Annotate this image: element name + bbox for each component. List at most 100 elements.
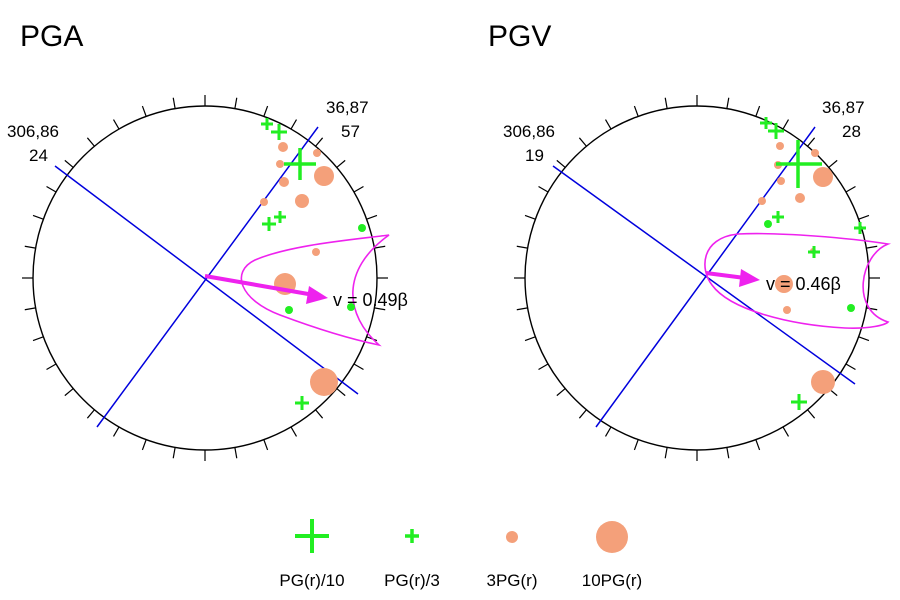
tick-mark bbox=[664, 97, 668, 109]
panel-title: PGA bbox=[20, 20, 83, 53]
large-circle-marker bbox=[813, 167, 833, 187]
tick-mark bbox=[538, 363, 549, 371]
small-plus-marker bbox=[358, 224, 366, 232]
tick-mark bbox=[374, 245, 386, 249]
legend-label: 10PG(r) bbox=[582, 571, 642, 590]
small-plus-marker bbox=[808, 246, 820, 258]
tick-mark bbox=[556, 388, 566, 397]
tick-mark bbox=[755, 105, 761, 117]
plane-label-strike-dip: 36,87 bbox=[822, 98, 865, 117]
plane-label-rake: 57 bbox=[341, 122, 360, 141]
tick-mark bbox=[782, 119, 790, 130]
nodal-plane-line bbox=[54, 165, 359, 395]
tick-mark bbox=[141, 105, 147, 117]
small-circle-marker bbox=[811, 149, 819, 157]
tick-mark bbox=[633, 439, 639, 451]
tick-mark bbox=[604, 119, 612, 130]
small-circle-marker bbox=[312, 248, 320, 256]
tick-mark bbox=[366, 214, 378, 220]
tick-mark bbox=[112, 426, 120, 437]
tick-mark bbox=[353, 363, 364, 371]
tick-mark bbox=[64, 159, 74, 168]
tick-mark bbox=[336, 159, 346, 168]
tick-mark bbox=[578, 137, 587, 147]
tick-mark bbox=[866, 307, 878, 311]
panel-pga: PGA 306,86 24 36,87 57 bbox=[7, 20, 408, 461]
tick-mark bbox=[172, 447, 176, 459]
legend-label: PG(r)/10 bbox=[279, 571, 344, 590]
small-plus-marker bbox=[791, 394, 807, 410]
tick-mark bbox=[524, 214, 536, 220]
tick-mark bbox=[828, 159, 838, 168]
tick-mark bbox=[726, 447, 730, 459]
legend-large-plus-icon bbox=[295, 519, 329, 553]
tick-mark bbox=[315, 409, 324, 419]
large-circle-marker bbox=[310, 368, 338, 396]
large-circle-marker bbox=[775, 275, 793, 293]
tick-mark bbox=[807, 409, 816, 419]
small-plus-marker bbox=[854, 222, 866, 234]
plane-label-strike-dip: 306,86 bbox=[7, 122, 59, 141]
small-circle-marker bbox=[278, 142, 288, 152]
tick-mark bbox=[524, 336, 536, 342]
plane-label-rake: 19 bbox=[525, 146, 544, 165]
residual-markers bbox=[260, 118, 366, 410]
tick-mark bbox=[538, 185, 549, 193]
velocity-label: v = 0.46β bbox=[766, 274, 841, 294]
tick-mark bbox=[112, 119, 120, 130]
plane-label-rake: 24 bbox=[29, 146, 48, 165]
tick-mark bbox=[516, 307, 528, 311]
nodal-plane-line bbox=[595, 126, 816, 428]
nodal-plane-line bbox=[552, 165, 856, 385]
small-plus-marker bbox=[261, 118, 273, 130]
small-circle-marker bbox=[260, 198, 268, 206]
tick-mark bbox=[633, 105, 639, 117]
legend-label: PG(r)/3 bbox=[384, 571, 440, 590]
tick-mark bbox=[755, 439, 761, 451]
small-plus-marker bbox=[262, 217, 276, 231]
tick-mark bbox=[858, 336, 870, 342]
tick-mark bbox=[858, 214, 870, 220]
legend-small-circle-icon bbox=[506, 531, 518, 543]
tick-mark bbox=[234, 447, 238, 459]
rupture-direction-arrow bbox=[204, 274, 315, 297]
tick-mark bbox=[664, 447, 668, 459]
tick-mark bbox=[556, 159, 566, 168]
plane-label-strike-dip: 36,87 bbox=[326, 98, 369, 117]
small-plus-marker bbox=[847, 304, 855, 312]
small-circle-marker bbox=[795, 193, 805, 203]
tick-mark bbox=[32, 214, 44, 220]
small-plus-marker bbox=[764, 220, 772, 228]
small-circle-marker bbox=[295, 194, 309, 208]
tick-mark bbox=[866, 245, 878, 249]
large-circle-marker bbox=[314, 166, 334, 186]
tick-mark bbox=[315, 137, 324, 147]
small-plus-marker bbox=[768, 123, 784, 139]
tick-mark bbox=[578, 409, 587, 419]
panel-title: PGV bbox=[488, 20, 551, 53]
tick-mark bbox=[726, 97, 730, 109]
residual-markers bbox=[758, 117, 866, 410]
tick-mark bbox=[172, 97, 176, 109]
rupture-velocity-contour bbox=[704, 232, 892, 329]
tick-mark bbox=[234, 97, 238, 109]
small-plus-marker bbox=[295, 396, 309, 410]
legend-small-plus-icon bbox=[405, 529, 419, 543]
tick-mark bbox=[845, 185, 856, 193]
tick-mark bbox=[516, 245, 528, 249]
small-circle-marker bbox=[313, 149, 321, 157]
tick-mark bbox=[604, 426, 612, 437]
legend-label: 3PG(r) bbox=[487, 571, 538, 590]
tick-mark bbox=[782, 426, 790, 437]
tick-mark bbox=[290, 426, 298, 437]
rupture-direction-arrow bbox=[705, 271, 746, 280]
small-plus-marker bbox=[772, 211, 784, 223]
tick-mark bbox=[24, 245, 36, 249]
large-plus-marker bbox=[284, 148, 316, 180]
tick-mark bbox=[353, 185, 364, 193]
small-circle-marker bbox=[776, 142, 784, 150]
tick-mark bbox=[46, 185, 57, 193]
plane-label-rake: 28 bbox=[842, 122, 861, 141]
tick-mark bbox=[86, 409, 95, 419]
small-circle-marker bbox=[758, 197, 766, 205]
